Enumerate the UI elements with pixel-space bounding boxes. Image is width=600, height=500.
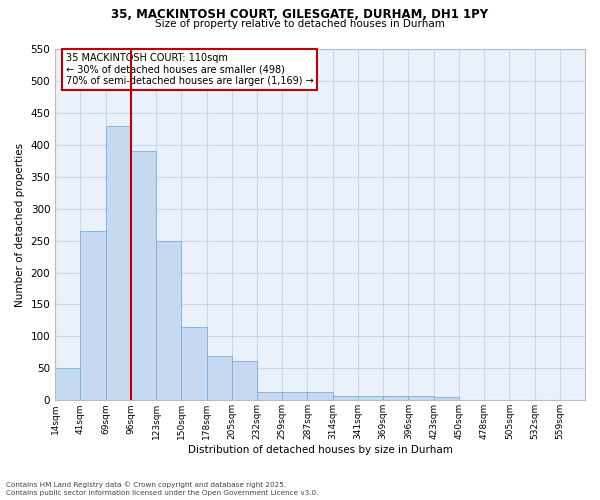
X-axis label: Distribution of detached houses by size in Durham: Distribution of detached houses by size … xyxy=(188,445,452,455)
Bar xyxy=(232,360,257,401)
Text: 35, MACKINTOSH COURT, GILESGATE, DURHAM, DH1 1PY: 35, MACKINTOSH COURT, GILESGATE, DURHAM,… xyxy=(112,8,488,20)
Bar xyxy=(332,396,358,400)
Bar xyxy=(409,396,434,400)
Bar xyxy=(206,356,232,401)
Bar xyxy=(307,392,332,400)
Text: Contains public sector information licensed under the Open Government Licence v3: Contains public sector information licen… xyxy=(6,490,319,496)
Bar xyxy=(156,240,181,400)
Bar xyxy=(80,231,106,400)
Bar xyxy=(106,126,131,400)
Y-axis label: Number of detached properties: Number of detached properties xyxy=(15,142,25,306)
Text: 35 MACKINTOSH COURT: 110sqm
← 30% of detached houses are smaller (498)
70% of se: 35 MACKINTOSH COURT: 110sqm ← 30% of det… xyxy=(66,52,314,86)
Bar xyxy=(358,396,383,400)
Text: Size of property relative to detached houses in Durham: Size of property relative to detached ho… xyxy=(155,19,445,29)
Bar xyxy=(257,392,282,400)
Bar xyxy=(383,396,409,400)
Bar xyxy=(434,397,459,400)
Bar xyxy=(181,327,206,400)
Bar xyxy=(131,151,156,400)
Text: Contains HM Land Registry data © Crown copyright and database right 2025.: Contains HM Land Registry data © Crown c… xyxy=(6,481,286,488)
Bar xyxy=(282,392,307,400)
Bar xyxy=(55,368,80,400)
